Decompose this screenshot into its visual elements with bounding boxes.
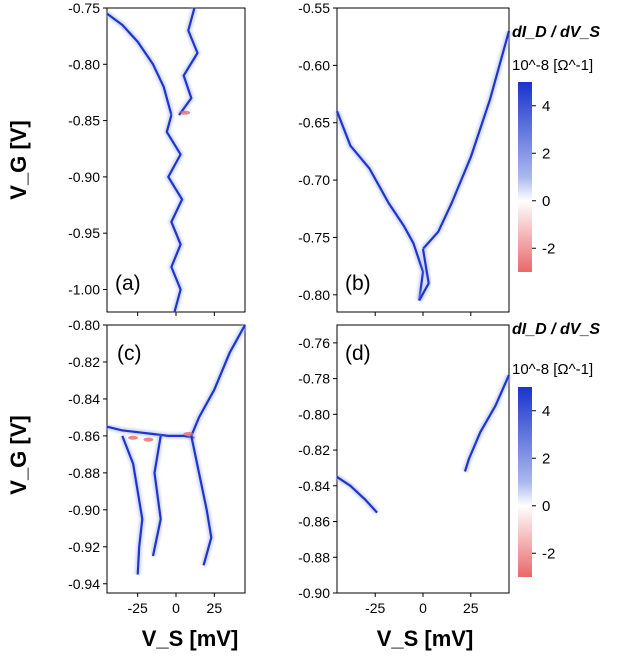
x-tick-label: 0 xyxy=(419,600,427,616)
colorbar-bottom-ticks: 4 2 0 -2 xyxy=(532,403,555,562)
panel-d-xticks: -25 0 25 xyxy=(365,593,479,616)
y-tick-label: -0.80 xyxy=(68,56,100,72)
y-tick-label: -0.88 xyxy=(68,465,100,481)
x-tick-label: 0 xyxy=(172,600,180,616)
x-tick-label: 25 xyxy=(207,600,223,616)
y-tick-label: -0.55 xyxy=(298,0,330,16)
colorbar-tick-label: 2 xyxy=(542,450,550,467)
ridge-line xyxy=(178,7,199,116)
y-tick-label: -0.84 xyxy=(298,478,330,494)
panel-b-ridges xyxy=(334,30,512,302)
x-tick-label: -25 xyxy=(128,600,148,616)
y-tick-label: -0.78 xyxy=(298,371,330,387)
y-tick-label: -0.82 xyxy=(68,354,100,370)
vs-axis-label-right: V_S [mV] xyxy=(377,626,474,651)
y-tick-label: -0.88 xyxy=(298,549,330,565)
y-tick-label: -0.84 xyxy=(68,391,100,407)
x-tick-label: -25 xyxy=(365,600,385,616)
colorbar-bottom-title: dI_D / dV_S xyxy=(512,321,600,338)
colorbar-tick-label: -2 xyxy=(542,240,555,257)
negative-spot xyxy=(128,435,139,440)
y-tick-label: -0.82 xyxy=(298,442,330,458)
ridge-line xyxy=(106,12,173,116)
colorbar-bottom-unit: 10^-8 [Ω^-1] xyxy=(512,361,593,378)
x-tick-label: 25 xyxy=(463,600,479,616)
vg-axis-label-top: V_G [V] xyxy=(6,120,31,199)
y-tick-label: -0.86 xyxy=(298,514,330,530)
panel-c: -0.80 -0.82 -0.84 -0.86 -0.88 -0.90 -0.92 -0.94… xyxy=(68,317,248,616)
y-tick-label: -0.90 xyxy=(68,169,100,185)
ridge-line xyxy=(418,248,430,302)
y-tick-label: -0.86 xyxy=(68,428,100,444)
panel-c-label: (c) xyxy=(117,342,142,365)
panel-c-yticks: -0.80 -0.82 -0.84 -0.86 -0.88 -0.90 -0.92 -0.94 xyxy=(68,317,107,592)
panel-d-label: (d) xyxy=(345,342,371,365)
ridge-line xyxy=(121,435,144,575)
y-tick-label: -0.75 xyxy=(68,0,100,16)
panel-d-frame xyxy=(336,324,510,594)
ridge-line xyxy=(151,435,162,557)
y-tick-label: -0.95 xyxy=(68,225,100,241)
y-tick-label: -0.60 xyxy=(298,57,330,73)
y-tick-label: -0.85 xyxy=(68,113,100,129)
negative-spot xyxy=(180,110,191,115)
colorbar-tick-label: 2 xyxy=(542,145,550,162)
colorbar-tick-label: 0 xyxy=(542,193,550,210)
y-tick-label: -0.80 xyxy=(68,317,100,333)
colorbar-top: dI_D / dV_S 10^-8 [Ω^-1] 4 2 0 -2 xyxy=(512,24,600,272)
ridge-line xyxy=(165,114,184,313)
panel-a-label: (a) xyxy=(115,272,141,295)
ridge-line xyxy=(336,475,378,514)
colorbar-bottom-bar xyxy=(518,387,532,577)
colorbar-tick-label: 4 xyxy=(542,98,550,115)
vg-axis-label-bottom: V_G [V] xyxy=(6,415,31,494)
ridge-line xyxy=(106,425,195,439)
panel-d-yticks: -0.76 -0.78 -0.80 -0.82 -0.84 -0.86 -0.88 -0.90 xyxy=(298,335,337,601)
y-tick-label: -0.65 xyxy=(298,115,330,131)
colorbar-tick-label: 4 xyxy=(542,403,550,420)
y-tick-label: -0.76 xyxy=(298,335,330,351)
colorbar-bottom: dI_D / dV_S 10^-8 [Ω^-1] 4 2 0 -2 xyxy=(512,321,600,577)
ridge-line xyxy=(335,110,425,301)
colorbar-top-unit: 10^-8 [Ω^-1] xyxy=(512,57,593,74)
panel-a-xticks xyxy=(137,312,215,316)
panel-c-ridges xyxy=(106,323,248,575)
y-tick-label: -0.94 xyxy=(68,576,100,592)
panel-b-yticks: -0.55 -0.60 -0.65 -0.70 -0.75 -0.80 xyxy=(298,0,337,303)
panel-b-xticks xyxy=(374,312,472,316)
panel-d: -0.76 -0.78 -0.80 -0.82 -0.84 -0.86 -0.88 -0.90… xyxy=(298,324,512,616)
panel-a-ridges xyxy=(105,7,201,313)
colorbar-tick-label: -2 xyxy=(542,545,555,562)
panel-b-label: (b) xyxy=(345,272,371,295)
colorbar-tick-label: 0 xyxy=(542,498,550,515)
y-tick-label: -0.92 xyxy=(68,539,100,555)
negative-spot xyxy=(183,432,194,437)
ridge-line xyxy=(190,324,246,566)
y-tick-label: -0.80 xyxy=(298,287,330,303)
y-tick-label: -0.80 xyxy=(298,406,330,422)
panel-b: -0.55 -0.60 -0.65 -0.70 -0.75 -0.80 (b) xyxy=(298,0,512,316)
y-tick-label: -0.90 xyxy=(298,585,330,601)
panel-c-xticks: -25 0 25 xyxy=(128,593,223,616)
ridge-line xyxy=(422,30,511,250)
ridge-line xyxy=(463,374,511,472)
y-tick-label: -0.70 xyxy=(298,172,330,188)
panel-d-ridges xyxy=(335,373,512,515)
colorbar-top-ticks: 4 2 0 -2 xyxy=(532,98,555,257)
colorbar-top-title: dI_D / dV_S xyxy=(512,24,600,41)
vs-axis-label-left: V_S [mV] xyxy=(142,626,239,651)
negative-spot xyxy=(143,437,154,442)
y-tick-label: -0.75 xyxy=(298,229,330,245)
y-tick-label: -0.90 xyxy=(68,502,100,518)
panel-a: -0.75 -0.80 -0.85 -0.90 -0.95 -1.00 (a) xyxy=(68,0,246,316)
y-tick-label: -1.00 xyxy=(68,281,100,297)
colorbar-top-bar xyxy=(518,82,532,272)
panel-a-yticks: -0.75 -0.80 -0.85 -0.90 -0.95 -1.00 xyxy=(68,0,107,297)
